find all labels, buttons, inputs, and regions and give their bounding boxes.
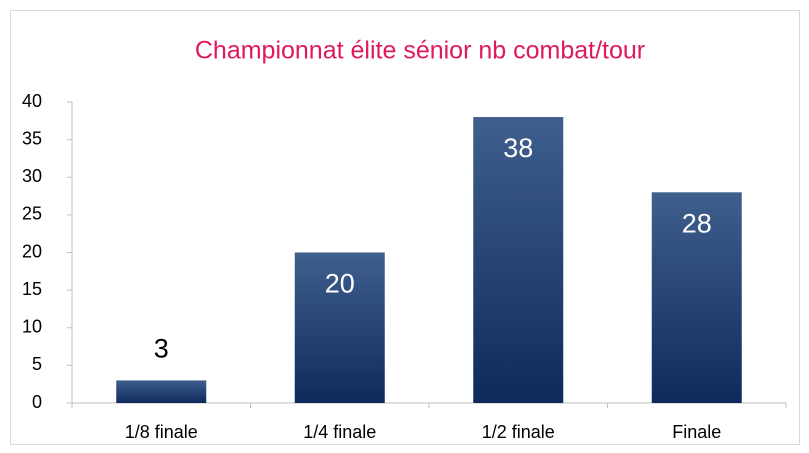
bar [651, 192, 742, 403]
bar [294, 252, 385, 403]
data-label: 28 [682, 208, 712, 238]
y-tick-label: 15 [22, 279, 42, 299]
data-label: 3 [154, 334, 169, 364]
x-tick-label: 1/8 finale [125, 422, 198, 442]
y-tick-label: 25 [22, 204, 42, 224]
y-tick-label: 30 [22, 166, 42, 186]
y-tick-label: 5 [32, 354, 42, 374]
bar [116, 380, 207, 403]
x-tick-label: 1/4 finale [303, 422, 376, 442]
y-tick-label: 20 [22, 241, 42, 261]
x-tick-label: Finale [672, 422, 721, 442]
x-tick-label: 1/2 finale [482, 422, 555, 442]
data-label: 38 [503, 133, 533, 163]
chart-title: Championnat élite sénior nb combat/tour [195, 37, 645, 65]
y-tick-label: 35 [22, 128, 42, 148]
y-tick-label: 40 [22, 91, 42, 111]
data-label: 20 [325, 269, 355, 299]
y-tick-label: 0 [32, 392, 42, 412]
y-tick-label: 10 [22, 317, 42, 337]
bar [473, 117, 564, 404]
